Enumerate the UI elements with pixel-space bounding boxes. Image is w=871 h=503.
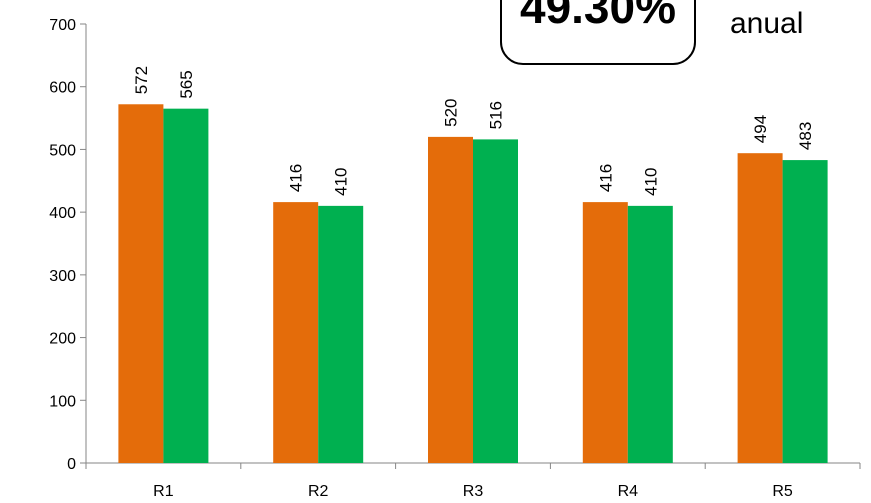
y-tick-label: 100: [49, 393, 76, 410]
data-label: 410: [332, 167, 351, 195]
bar: [318, 205, 364, 463]
data-label: 565: [177, 70, 196, 98]
annotation-side-text: anual: [730, 7, 803, 40]
data-label: 416: [596, 164, 615, 192]
y-tick-label: 600: [49, 80, 76, 97]
y-tick-label: 700: [49, 17, 76, 34]
bar: [273, 202, 319, 463]
x-tick-label: R2: [308, 483, 329, 500]
bar: [163, 108, 209, 464]
x-tick-label: R5: [772, 483, 793, 500]
x-axis: R1 R2 R3 R4 R5: [85, 462, 861, 500]
x-tick-label: R4: [618, 483, 639, 500]
y-tick-label: 500: [49, 142, 76, 159]
annotation-badge: [500, 0, 696, 65]
bar: [782, 160, 828, 463]
bar: [737, 153, 783, 464]
x-tick-label: R3: [463, 483, 484, 500]
bar: [428, 136, 473, 463]
x-tick-label: R1: [153, 483, 174, 500]
y-tick-label: 400: [49, 205, 76, 222]
annotation: 49.30% anual: [500, 0, 803, 65]
data-label: 520: [442, 99, 461, 127]
data-labels: 572 565 416 410 520 516 416 410 494 483: [132, 66, 815, 196]
data-label: 410: [641, 167, 660, 195]
bar: [473, 139, 518, 463]
y-tick-label: 300: [49, 268, 76, 285]
y-tick-label: 200: [49, 331, 76, 348]
bar: [627, 205, 673, 463]
y-tick-label: 0: [67, 456, 76, 473]
bars: [118, 104, 828, 464]
bar: [118, 104, 164, 463]
data-label: 572: [132, 66, 151, 94]
bar: [582, 202, 628, 463]
data-label: 483: [796, 122, 815, 150]
data-label: 516: [487, 101, 506, 129]
data-label: 494: [751, 115, 770, 143]
annotation-badge-text: 49.30%: [520, 0, 676, 33]
data-label: 416: [287, 164, 306, 192]
y-axis: 0 100 200 300 400 500 600 700: [49, 17, 87, 473]
